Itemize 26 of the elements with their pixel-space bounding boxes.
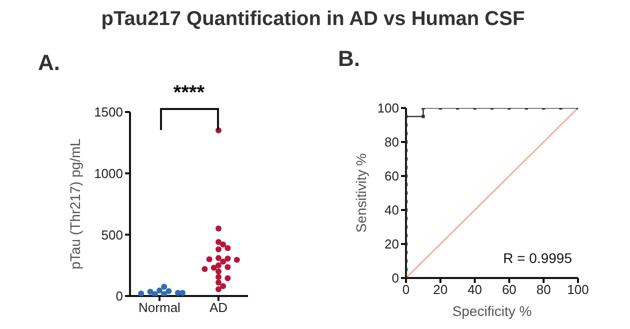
x-tick-label: 80 [536,282,551,298]
y-tick-label: 1000 [94,166,123,181]
y-tick-label: 500 [101,227,123,242]
x-tick-label: AD [209,300,228,316]
x-tick-label: 20 [433,282,448,298]
y-tick-label: 60 [384,168,399,184]
y-tick-label: 1500 [94,104,123,120]
text: B. [338,46,360,72]
point [422,114,425,118]
y-axis-title: Sensitivity % [352,153,369,233]
x-axis-title: Specificity % [452,303,532,319]
y-tick-label: 0 [392,270,399,286]
text: A. [38,50,60,76]
text: pTau217 Quantification in AD vs Human CSF [100,8,526,31]
y-axis-title: pTau (Thr217) pg/mL [66,138,83,270]
x-tick-label: 60 [502,282,516,298]
x-tick-label: 0 [402,282,410,298]
y-tick-label: 80 [384,134,399,150]
annotation: R = 0.9995 [503,250,572,266]
y-tick-label: 100 [377,100,399,116]
x-tick-label: 100 [567,282,589,298]
x-tick-label: 40 [468,282,482,298]
x-tick-label: Normal [138,300,181,316]
y-tick-label: 20 [384,236,399,252]
y-tick-label: 40 [384,202,399,218]
text: **** [172,82,206,105]
